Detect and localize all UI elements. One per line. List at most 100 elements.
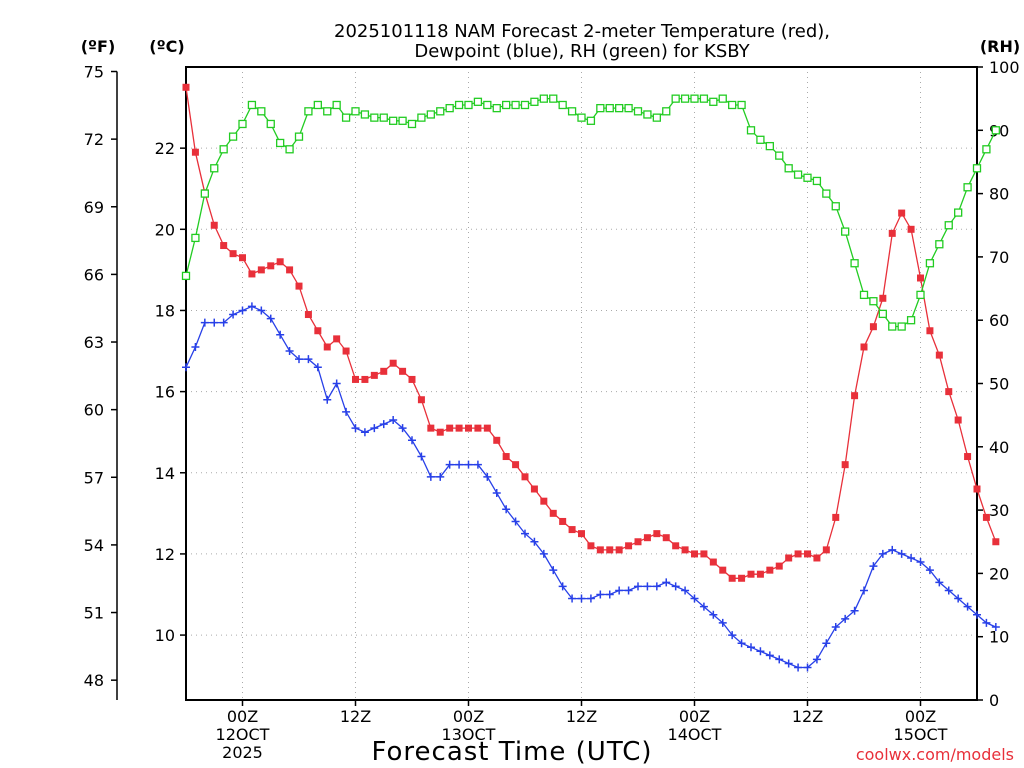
dewpoint-point xyxy=(370,424,379,433)
temperature-point xyxy=(785,554,793,562)
dewpoint-point xyxy=(530,537,539,546)
rh-point xyxy=(897,322,906,331)
rh-point xyxy=(586,116,596,125)
dewpoint-point xyxy=(229,310,238,319)
temperature-point xyxy=(427,424,435,432)
rh-point xyxy=(822,189,831,198)
rh-point xyxy=(285,145,294,154)
rh-point xyxy=(925,259,935,268)
rh-point xyxy=(671,94,680,103)
dewpoint-point xyxy=(332,379,341,388)
x-tick-label: 15OCT xyxy=(894,725,948,744)
rh-point xyxy=(304,107,313,116)
temperature-line xyxy=(185,87,997,579)
dewpoint-point xyxy=(445,460,454,469)
rh-point xyxy=(558,100,567,110)
rh-point xyxy=(737,100,746,110)
chart-title-line-2: Dewpoint (blue), RH (green) for KSBY xyxy=(414,41,750,62)
axis-ticks: 48 51 54 57 60 63 66 69 72 75 10 12 14 16 18 20 22 0 10 20 3… xyxy=(84,58,1020,762)
temperature-point xyxy=(982,513,990,521)
dewpoint-point xyxy=(916,558,925,567)
fahrenheit-tick-label: 69 xyxy=(84,198,104,217)
rh-point xyxy=(756,135,765,144)
temperature-point xyxy=(314,327,322,335)
data-series xyxy=(181,83,1000,672)
rh-point xyxy=(643,110,652,119)
temperature-point xyxy=(559,517,567,525)
rh-point xyxy=(615,103,624,113)
dewpoint-point xyxy=(398,424,407,433)
dewpoint-point xyxy=(794,663,803,672)
dewpoint-point xyxy=(634,582,642,591)
dewpoint-point xyxy=(483,472,492,481)
temperature-point xyxy=(568,526,576,534)
dewpoint-point xyxy=(935,578,944,587)
temperature-point xyxy=(239,254,246,262)
rh-point xyxy=(972,164,982,173)
temperature-point xyxy=(926,327,934,335)
rh-point xyxy=(963,183,972,192)
rh-point xyxy=(294,132,304,141)
dewpoint-point xyxy=(709,610,718,619)
dewpoint-point xyxy=(681,586,690,595)
dewpoint-point xyxy=(671,582,680,591)
rh-tick-label: 60 xyxy=(989,311,1009,330)
rh-point xyxy=(680,94,690,103)
fahrenheit-tick-label: 54 xyxy=(84,536,104,555)
x-tick-label: 12OCT xyxy=(216,725,270,744)
temperature-point xyxy=(634,538,642,546)
dewpoint-point xyxy=(577,594,586,603)
temperature-point xyxy=(907,225,915,233)
temperature-point xyxy=(578,530,585,538)
dewpoint-point xyxy=(389,416,398,425)
temperature-point xyxy=(530,485,538,493)
temperature-point xyxy=(417,396,425,404)
rh-point xyxy=(991,126,1000,135)
rh-point xyxy=(784,164,793,173)
temperature-point xyxy=(333,335,341,343)
temperature-point xyxy=(747,570,755,578)
rh-point xyxy=(841,227,850,236)
dewpoint-point xyxy=(342,407,351,416)
dewpoint-point xyxy=(944,586,953,595)
rh-point xyxy=(633,107,643,116)
plot-frame xyxy=(185,66,978,701)
temperature-point xyxy=(182,83,190,91)
rh-point xyxy=(577,113,586,122)
dewpoint-point xyxy=(455,460,464,469)
fahrenheit-tick-label: 66 xyxy=(84,265,104,284)
temperature-point xyxy=(935,351,943,359)
rh-point xyxy=(341,113,351,122)
dewpoint-point xyxy=(860,586,868,595)
dewpoint-point xyxy=(417,452,426,461)
dewpoint-point xyxy=(511,517,520,526)
temperature-point xyxy=(493,436,501,444)
dewpoint-point xyxy=(897,549,906,558)
dewpoint-point xyxy=(426,472,435,481)
rh-unit-label: (RH) xyxy=(980,37,1020,56)
temperature-point xyxy=(304,311,312,319)
temperature-point xyxy=(220,242,228,250)
series-rh xyxy=(181,94,1000,331)
celsius-unit-label: (ºC) xyxy=(149,37,184,56)
temperature-point xyxy=(813,554,821,562)
dewpoint-point xyxy=(568,594,577,603)
temperature-point xyxy=(606,546,614,554)
rh-tick-label: 80 xyxy=(989,185,1009,204)
rh-point xyxy=(728,100,737,110)
rh-point xyxy=(567,107,577,116)
dewpoint-point xyxy=(323,395,332,404)
temperature-point xyxy=(869,323,877,331)
x-axis-title: Forecast Time (UTC) xyxy=(371,737,652,767)
rh-point xyxy=(954,208,963,217)
temperature-point xyxy=(399,367,407,375)
x-tick-label: 12Z xyxy=(792,707,823,726)
temperature-point xyxy=(540,497,548,505)
temperature-point xyxy=(822,546,830,554)
rh-tick-label: 100 xyxy=(989,58,1020,77)
fahrenheit-tick-label: 60 xyxy=(84,401,104,420)
rh-point xyxy=(238,119,247,129)
celsius-tick-label: 12 xyxy=(155,545,175,564)
dewpoint-point xyxy=(822,639,831,648)
temperature-point xyxy=(945,388,953,396)
